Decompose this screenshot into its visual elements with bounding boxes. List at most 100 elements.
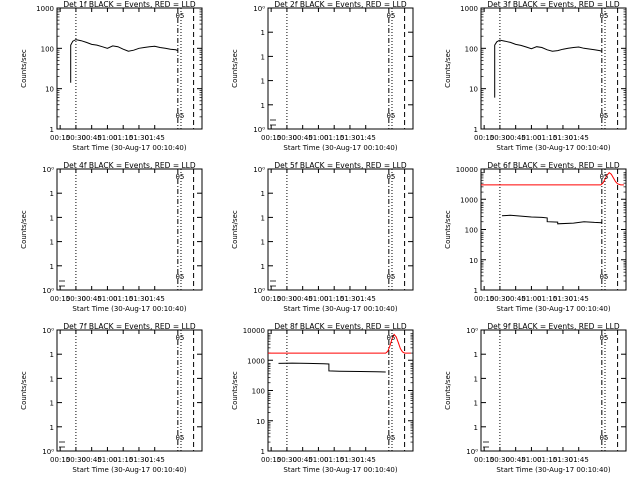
chart-panel-4: Det 4f BLACK = Events, RED = LLD00:1500:… [20,161,203,313]
chart-title: Det 5f BLACK = Events, RED = LLD [274,161,407,170]
series-line-lld-red [481,172,624,186]
y-tick-label: 10000 [243,327,265,335]
y-tick-label: 10 [45,86,54,94]
y-tick-label: 1 [50,126,54,134]
time-marker-label: 05 [599,434,608,442]
chart-title: Det 2f BLACK = Events, RED = LLD [274,0,407,9]
x-axis-label: Start Time (30-Aug-17 00:10:40) [72,144,186,152]
x-axis-label: Start Time (30-Aug-17 00:10:40) [283,466,397,474]
plot-frame [267,168,414,291]
x-tick-label: 01:15 [113,456,133,464]
time-marker-label: 05 [386,112,395,120]
y-tick-label: 100 [252,388,265,396]
time-marker-label-top: 05 [599,334,608,342]
x-tick-label: 01:45 [569,456,589,464]
y-tick-label: 1 [50,375,54,383]
y-tick-label: 1 [261,190,265,198]
y-tick-label: 1000 [247,357,265,365]
x-tick-label: 00:15 [474,295,494,303]
x-tick-label: 00:15 [474,456,494,464]
y-tick-label: 1 [474,400,478,408]
x-tick-label: 00:30 [66,295,86,303]
x-tick-label: 01:15 [537,295,557,303]
x-tick-label: 00:15 [50,134,70,142]
x-tick-label: 01:15 [324,295,344,303]
x-tick-label: 00:15 [261,456,281,464]
x-tick-label: 00:45 [82,134,102,142]
x-tick-label: 01:15 [113,134,133,142]
x-tick-label: 00:45 [293,295,313,303]
x-tick-label: 00:15 [50,456,70,464]
y-tick-label: 1 [50,424,54,432]
x-tick-label: 01:45 [145,456,165,464]
x-tick-label: 01:30 [340,456,360,464]
x-tick-label: 00:45 [293,456,313,464]
y-tick-label: 10 [469,257,478,265]
y-tick-label: 10⁰ [42,448,54,456]
x-tick-label: 01:00 [308,134,328,142]
x-tick-label: 00:15 [474,134,494,142]
x-tick-label: 00:45 [82,456,102,464]
y-tick-label: 1 [261,448,265,456]
x-axis-label: Start Time (30-Aug-17 00:10:40) [283,144,397,152]
x-tick-label: 00:30 [490,295,510,303]
time-marker-label-top: 05 [599,173,608,181]
x-tick-label: 00:15 [261,134,281,142]
time-marker-label: 05 [599,112,608,120]
y-tick-label: 1 [261,102,265,110]
x-tick-label: 01:15 [324,134,344,142]
y-tick-label: 10000 [456,166,478,174]
plot-frame [56,168,203,291]
x-tick-label: 00:30 [277,134,297,142]
x-tick-label: 01:45 [145,134,165,142]
x-axis-label: Start Time (30-Aug-17 00:10:40) [72,305,186,313]
x-tick-label: 01:45 [356,134,376,142]
y-axis-label: Counts/sec [231,49,239,88]
y-tick-label: 1 [261,29,265,37]
y-axis-label: Counts/sec [231,371,239,410]
y-tick-label: 100 [465,45,478,53]
y-tick-label: 1 [261,53,265,61]
chart-panel-7: Det 7f BLACK = Events, RED = LLD00:1500:… [20,322,203,474]
y-axis-label: Counts/sec [444,371,452,410]
time-marker-label: 05 [599,273,608,281]
x-axis-label: Start Time (30-Aug-17 00:10:40) [496,466,610,474]
y-tick-label: 1 [50,263,54,271]
x-tick-label: 01:30 [129,295,149,303]
chart-panel-5: Det 5f BLACK = Events, RED = LLD 00:15 00:… [231,161,414,313]
y-tick-label: 1 [261,239,265,247]
chart-panel-3: Det 3f BLACK = Events, RED = LLD00:1500:… [444,0,627,152]
plot-frame [56,7,203,130]
time-marker-label: 05 [175,273,184,281]
chart-panel-1: Det 1f BLACK = Events, RED = LLD00:1500:… [20,0,203,152]
x-tick-label: 00:30 [66,134,86,142]
plot-frame [480,168,627,291]
y-tick-label: 10⁰ [253,126,265,134]
y-axis-label: Counts/sec [444,49,452,88]
x-tick-label: 01:15 [324,456,344,464]
y-tick-label: 1 [261,78,265,86]
x-tick-label: 01:15 [113,295,133,303]
y-tick-label: 10⁰ [42,327,54,335]
x-tick-label: 00:15 [261,295,281,303]
y-tick-label: 10⁰ [253,166,265,174]
y-tick-label: 1 [474,287,478,295]
x-tick-label: 00:45 [293,134,313,142]
y-tick-label: 1 [474,375,478,383]
chart-title: Det 4f BLACK = Events, RED = LLD [63,161,196,170]
x-tick-label: 01:00 [308,295,328,303]
y-tick-label: 1000 [460,5,478,13]
series-line-events-black [494,39,602,98]
y-tick-label: 10⁰ [466,327,478,335]
y-tick-label: 1 [261,214,265,222]
y-tick-label: 1 [474,424,478,432]
plot-frame [267,329,414,452]
x-tick-label: 00:45 [506,456,526,464]
x-tick-label: 01:30 [553,295,573,303]
y-tick-label: 1 [50,190,54,198]
x-tick-label: 00:30 [277,456,297,464]
time-marker-label-top: 05 [386,334,395,342]
time-marker-label: 05 [386,273,395,281]
